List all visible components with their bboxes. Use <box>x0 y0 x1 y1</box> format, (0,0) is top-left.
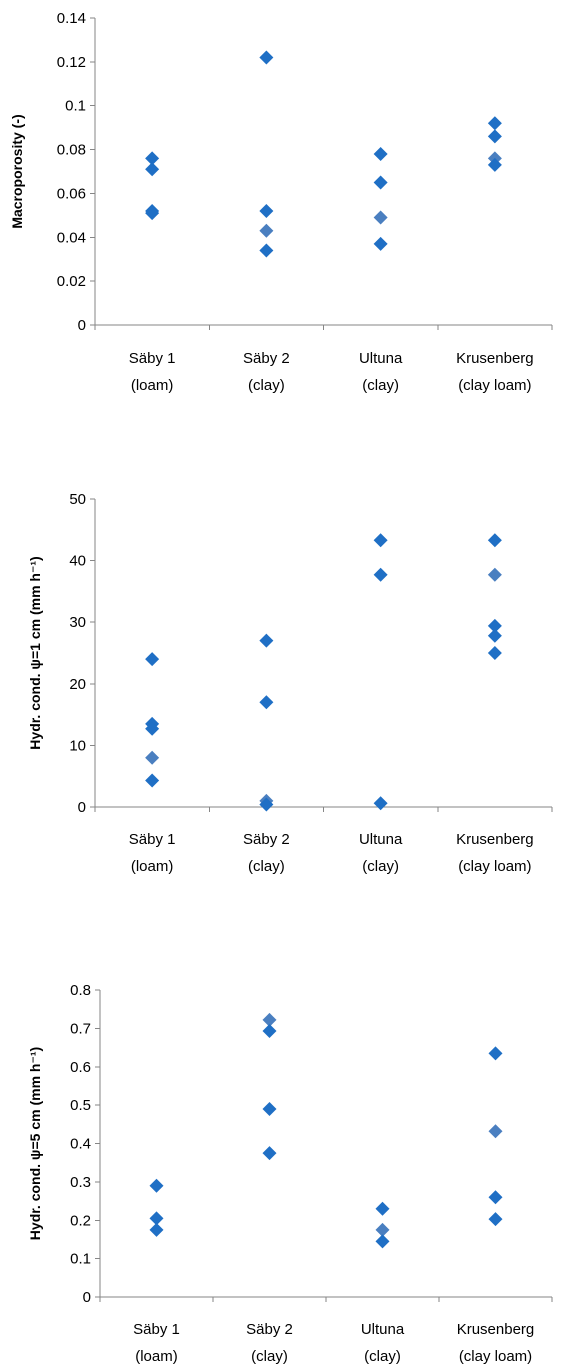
data-point-diamond <box>488 1046 503 1061</box>
y-tick-label: 0 <box>78 799 86 816</box>
data-point-diamond <box>487 533 502 548</box>
data-point-diamond <box>262 1012 277 1027</box>
data-point-diamond <box>145 162 160 177</box>
hydr-cond-1cm-chart: 0 10 20 30 40 50 Säby 1 (loam) Säby 2 (clay) Ultun… <box>27 491 553 875</box>
x-category-label: Säby 1 <box>129 831 176 848</box>
x-category-sublabel: (clay) <box>364 1348 401 1364</box>
y-tick-label: 0.06 <box>57 185 86 202</box>
data-point-diamond <box>487 628 502 643</box>
y-tick-label: 0.5 <box>70 1097 91 1114</box>
macroporosity-chart: 0 0.02 0.04 0.06 0.08 0.1 0.12 0.14 Säby 1 (loam)… <box>9 10 553 394</box>
data-point-diamond <box>149 1222 164 1237</box>
data-point-diamond <box>259 203 274 218</box>
y-tick-label: 0.12 <box>57 54 86 71</box>
y-axis-title: Hydr. cond. ψ=5 cm (mm h⁻¹) <box>27 1047 43 1240</box>
x-category-sublabel: (clay) <box>248 858 285 875</box>
data-point-diamond <box>373 146 388 161</box>
y-tick-label: 20 <box>69 676 86 693</box>
x-category-label: Säby 2 <box>243 350 290 367</box>
y-axis-title: Macroporosity (-) <box>9 114 25 228</box>
y-tick-label: 40 <box>69 553 86 570</box>
y-tick-label: 0.8 <box>70 982 91 999</box>
data-point-diamond <box>488 1190 503 1205</box>
x-category-sublabel: (clay) <box>251 1348 288 1364</box>
data-point-diamond <box>262 1024 277 1039</box>
x-category-label: Säby 2 <box>243 831 290 848</box>
data-point-diamond <box>487 157 502 172</box>
y-tick-label: 0.7 <box>70 1020 91 1037</box>
x-category-label: Krusenberg <box>457 1321 535 1338</box>
data-point-diamond <box>375 1201 390 1216</box>
y-tick-label: 30 <box>69 614 86 631</box>
data-point-diamond <box>373 533 388 548</box>
x-category-label: Säby 1 <box>129 350 176 367</box>
data-point-diamond <box>145 151 160 166</box>
data-point-diamond <box>373 175 388 190</box>
y-tick-label: 0.1 <box>65 98 86 115</box>
y-tick-label: 0 <box>83 1289 91 1306</box>
data-point-diamond <box>259 50 274 65</box>
x-category-sublabel: (clay loam) <box>458 858 531 875</box>
data-point-diamond <box>259 223 274 238</box>
y-tick-label: 50 <box>69 491 86 508</box>
data-point-diamond <box>375 1222 390 1237</box>
x-category-sublabel: (clay) <box>362 858 399 875</box>
data-point-diamond <box>487 129 502 144</box>
data-point-diamond <box>262 1101 277 1116</box>
y-axis-title: Hydr. cond. ψ=1 cm (mm h⁻¹) <box>27 556 43 749</box>
data-point-diamond <box>487 116 502 131</box>
data-point-diamond <box>259 243 274 258</box>
x-category-label: Ultuna <box>359 350 403 367</box>
data-point-diamond <box>373 796 388 811</box>
y-tick-label: 0.02 <box>57 273 86 290</box>
data-point-diamond <box>259 633 274 648</box>
x-category-sublabel: (loam) <box>135 1348 178 1364</box>
hydr-cond-5cm-chart: 0 0.1 0.2 0.3 0.4 0.5 0.6 0.7 0.8 Säby 1 (loam) Säb… <box>27 982 553 1364</box>
data-point-diamond <box>373 236 388 251</box>
data-point-diamond <box>145 652 160 667</box>
data-point-diamond <box>262 1146 277 1161</box>
data-point-diamond <box>259 695 274 710</box>
data-point-diamond <box>145 206 160 221</box>
data-point-diamond <box>145 773 160 788</box>
data-point-diamond <box>373 210 388 225</box>
data-point-diamond <box>487 567 502 582</box>
x-category-sublabel: (clay loam) <box>459 1348 532 1364</box>
data-point-diamond <box>488 1212 503 1227</box>
y-tick-label: 0.08 <box>57 142 86 159</box>
x-category-sublabel: (clay) <box>362 377 399 394</box>
y-tick-label: 0.1 <box>70 1251 91 1268</box>
y-tick-label: 0.4 <box>70 1136 91 1153</box>
x-category-sublabel: (loam) <box>131 858 174 875</box>
data-point-diamond <box>375 1234 390 1249</box>
x-category-sublabel: (clay) <box>248 377 285 394</box>
y-tick-label: 0.14 <box>57 10 86 27</box>
data-point-diamond <box>149 1211 164 1226</box>
data-point-diamond <box>373 567 388 582</box>
y-tick-label: 0.3 <box>70 1174 91 1191</box>
x-category-sublabel: (clay loam) <box>458 377 531 394</box>
y-tick-label: 0 <box>78 317 86 334</box>
data-point-diamond <box>259 797 274 812</box>
data-point-diamond <box>149 1178 164 1193</box>
x-category-label: Ultuna <box>359 831 403 848</box>
data-point-diamond <box>487 618 502 633</box>
y-tick-label: 0.6 <box>70 1059 91 1076</box>
x-category-label: Säby 1 <box>133 1321 180 1338</box>
data-point-diamond <box>487 646 502 660</box>
data-point-diamond <box>145 750 160 765</box>
x-category-label: Krusenberg <box>456 831 534 848</box>
data-point-diamond <box>488 1124 503 1139</box>
x-category-label: Ultuna <box>361 1321 405 1338</box>
y-tick-label: 10 <box>69 737 86 754</box>
y-tick-label: 0.2 <box>70 1212 91 1229</box>
x-category-label: Säby 2 <box>246 1321 293 1338</box>
data-point-diamond <box>145 721 160 736</box>
x-category-sublabel: (loam) <box>131 377 174 394</box>
y-tick-label: 0.04 <box>57 229 86 246</box>
x-category-label: Krusenberg <box>456 350 534 367</box>
